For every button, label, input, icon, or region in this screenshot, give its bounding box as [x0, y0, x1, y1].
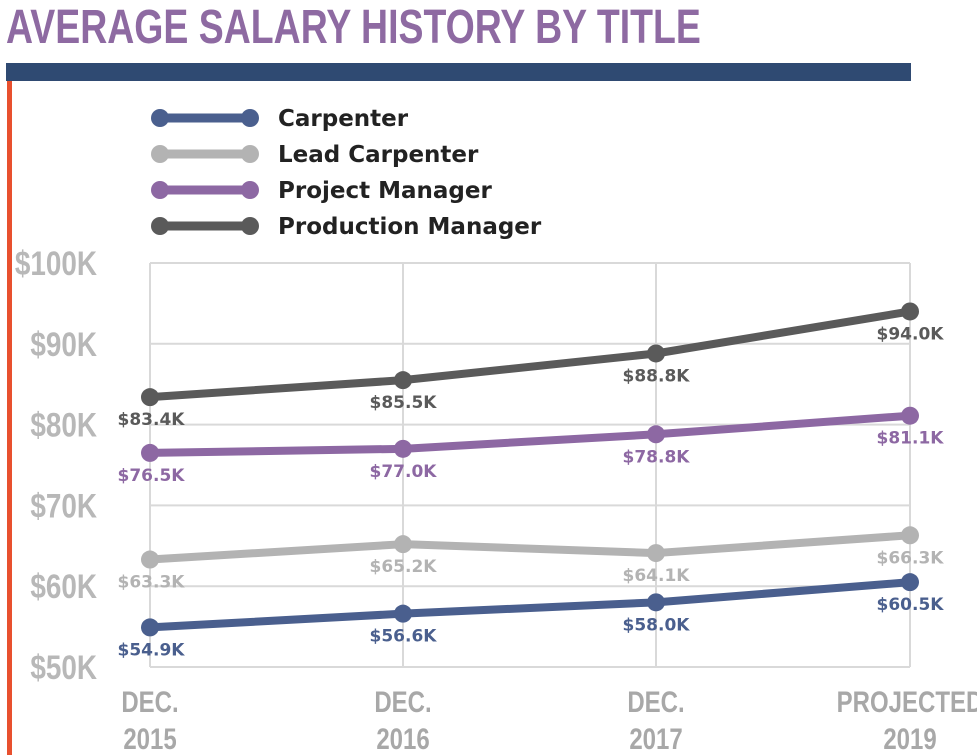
legend: Carpenter Lead Carpenter Project Manager Pr…	[151, 106, 542, 240]
left-accent-line	[7, 81, 12, 755]
x-tick-line1: PROJECTED	[837, 684, 977, 718]
data-point	[141, 388, 159, 407]
series-lines	[141, 302, 919, 637]
series-line	[146, 307, 914, 402]
series-line	[146, 531, 914, 564]
x-tick-line1: DEC.	[627, 684, 684, 718]
title-underline-bar	[6, 63, 911, 81]
data-point	[901, 302, 919, 321]
x-tick-label: DEC.2016	[374, 684, 431, 755]
legend-marker	[241, 217, 259, 235]
data-label: $63.3K	[118, 573, 186, 593]
legend-marker	[151, 109, 169, 127]
x-tick-label: DEC.2017	[627, 684, 684, 755]
x-tick-line2: 2015	[123, 721, 176, 755]
legend-entry: Project Manager	[278, 178, 492, 204]
legend-marker	[151, 217, 169, 235]
data-point	[141, 443, 159, 462]
legend-entry: Production Manager	[278, 214, 542, 240]
legend-marker	[241, 109, 259, 127]
x-tick-label: DEC.2015	[121, 684, 178, 755]
data-point	[647, 593, 665, 612]
data-label: $81.1K	[877, 429, 945, 449]
legend-entry: Lead Carpenter	[278, 142, 479, 168]
y-tick-label: $90K	[30, 325, 97, 363]
data-label: $78.8K	[623, 447, 691, 467]
legend-marker	[151, 181, 169, 199]
y-tick-label: $70K	[30, 487, 97, 525]
data-point	[394, 371, 412, 390]
legend-marker	[151, 145, 169, 163]
x-tick-line2: 2017	[629, 721, 682, 755]
y-tick-label: $50K	[30, 648, 97, 686]
data-label: $83.4K	[118, 410, 186, 430]
series-line	[146, 578, 914, 632]
data-point	[647, 344, 665, 363]
y-tick-label: $80K	[30, 406, 97, 444]
data-label: $64.1K	[623, 566, 691, 586]
data-point	[647, 425, 665, 444]
data-label: $77.0K	[370, 462, 438, 482]
data-label: $88.8K	[623, 366, 691, 386]
axis-tick-labels: $50K$60K$70K$80K$90K$100KDEC.2015DEC.201…	[15, 244, 977, 755]
x-tick-line1: DEC.	[374, 684, 431, 718]
data-label: $85.5K	[370, 393, 438, 413]
data-labels: $54.9K $56.6K $58.0K $60.5K $63.3K $65.2K $64.…	[118, 324, 945, 660]
y-tick-label: $100K	[15, 244, 98, 282]
x-tick-line1: DEC.	[121, 684, 178, 718]
data-label: $76.5K	[118, 466, 186, 486]
legend-marker	[241, 145, 259, 163]
chart-title: AVERAGE SALARY HISTORY BY TITLE	[6, 1, 701, 54]
data-label: $54.9K	[118, 640, 186, 660]
data-point	[647, 544, 665, 563]
data-point	[901, 406, 919, 425]
data-label: $60.5K	[877, 595, 945, 615]
data-label: $66.3K	[877, 548, 945, 568]
x-tick-line2: 2019	[883, 721, 936, 755]
data-point	[394, 535, 412, 554]
data-point	[141, 550, 159, 569]
data-label: $58.0K	[623, 615, 691, 635]
series-line	[146, 411, 914, 457]
data-point	[141, 618, 159, 637]
y-tick-label: $60K	[30, 568, 97, 606]
data-point	[394, 604, 412, 623]
legend-marker	[241, 181, 259, 199]
x-tick-line2: 2016	[376, 721, 429, 755]
data-point	[901, 573, 919, 592]
data-point	[901, 526, 919, 545]
data-label: $56.6K	[370, 627, 438, 647]
legend-entry: Carpenter	[278, 106, 409, 132]
data-point	[394, 439, 412, 458]
data-label: $65.2K	[370, 557, 438, 577]
data-label: $94.0K	[877, 324, 945, 344]
